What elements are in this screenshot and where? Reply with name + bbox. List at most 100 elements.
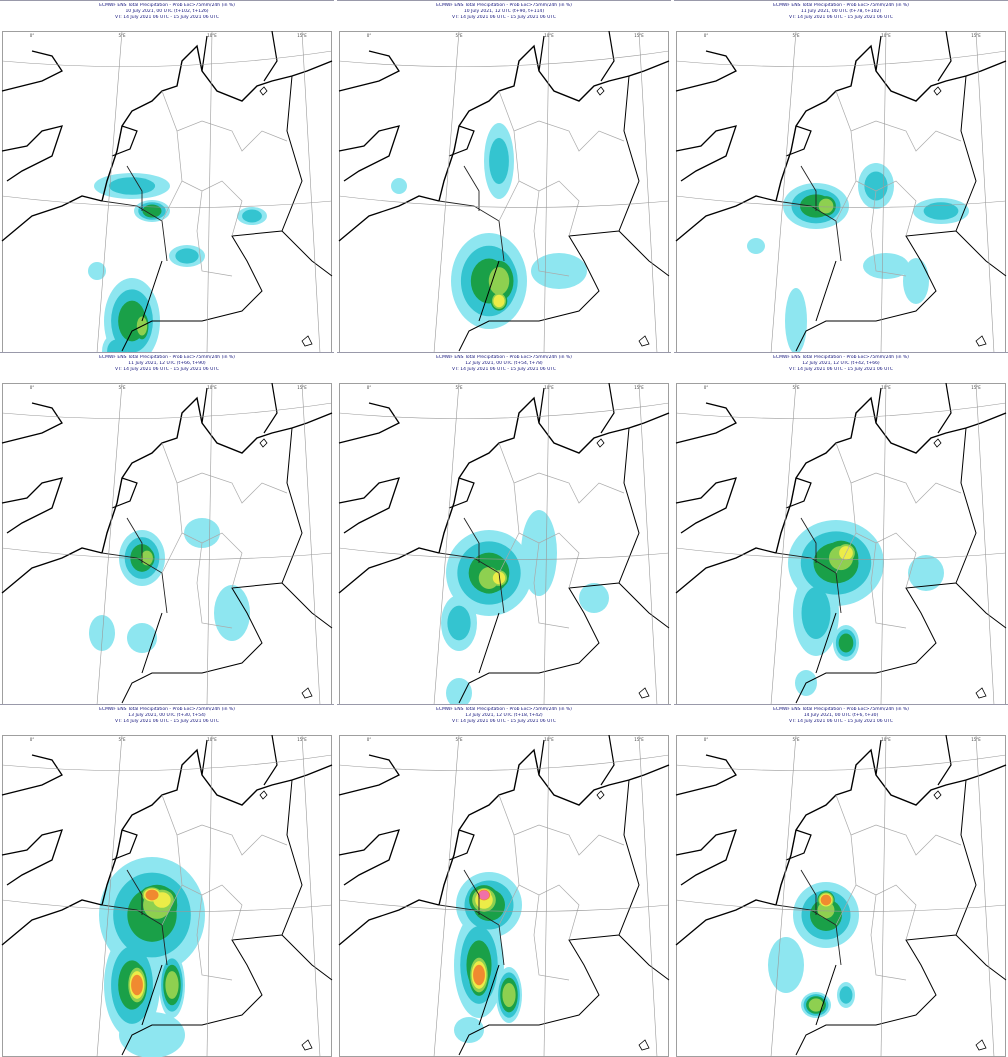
lon-label: 15°E (971, 737, 981, 742)
panel-header: ECMWF ENS Total Precipitation - Prob Exc… (0, 705, 334, 735)
panel-title: ECMWF ENS Total Precipitation - Prob Exc… (773, 3, 909, 8)
precip-probability (441, 510, 609, 705)
precip-contour (747, 238, 765, 254)
lon-label: 5°E (455, 33, 463, 38)
lon-label: 10°E (544, 737, 554, 742)
precip-contour (141, 550, 153, 566)
lon-label: 0° (367, 385, 372, 390)
precip-probability (391, 123, 587, 329)
panel-base: 13 July 2021, 12 UTC (t+18, t+42) (465, 713, 543, 718)
map: 0° 5°E 10°E 15°E (338, 735, 670, 1057)
panel-header: ECMWF ENS Total Precipitation - Prob Exc… (674, 705, 1008, 735)
panel-title: ECMWF ENS Total Precipitation - Prob Exc… (773, 355, 909, 360)
precip-contour (473, 964, 485, 986)
map-panel: ECMWF ENS Total Precipitation - Prob Exc… (674, 0, 1008, 353)
precip-contour (521, 510, 557, 596)
precip-contour (488, 267, 510, 295)
lon-label: 0° (30, 737, 35, 742)
map-panel: ECMWF ENS Total Precipitation - Prob Exc… (0, 0, 334, 353)
precip-contour (908, 555, 944, 591)
map-panel: ECMWF ENS Total Precipitation - Prob Exc… (674, 352, 1008, 705)
precip-contour (127, 623, 157, 653)
precip-contour (493, 294, 505, 308)
precip-contour (175, 248, 199, 264)
precip-contour (391, 178, 407, 194)
precip-contour (145, 889, 159, 901)
precip-contour (839, 986, 853, 1004)
lon-label: 0° (704, 385, 709, 390)
lon-label: 10°E (881, 385, 891, 390)
panel-header: ECMWF ENS Total Precipitation - Prob Exc… (0, 353, 334, 383)
map: 0° 5°E 10°E 15°E (675, 735, 1007, 1057)
lon-label: 0° (30, 385, 35, 390)
lon-label: 5°E (118, 33, 126, 38)
panel-header: ECMWF ENS Total Precipitation - Prob Exc… (337, 353, 671, 383)
panel-title: ECMWF ENS Total Precipitation - Prob Exc… (773, 707, 909, 712)
lon-label: 10°E (207, 385, 217, 390)
lon-label: 0° (30, 33, 35, 38)
lon-label: 5°E (455, 737, 463, 742)
lon-label: 5°E (792, 385, 800, 390)
precip-contour (502, 982, 516, 1008)
precip-probability (99, 857, 205, 1057)
panel-base: 12 July 2021, 12 UTC (t+42, t+66) (802, 361, 880, 366)
lon-label: 15°E (634, 33, 644, 38)
precip-probability (454, 872, 522, 1043)
panel-title: ECMWF ENS Total Precipitation - Prob Exc… (99, 707, 235, 712)
precip-contour (446, 678, 472, 705)
precip-contour (864, 171, 888, 201)
precip-probability (88, 173, 267, 353)
panel-base: 13 July 2021, 00 UTC (t+30, t+54) (128, 713, 206, 718)
map-frame (2, 31, 332, 353)
panel-valid: VT: 14 July 2021 06 UTC - 15 July 2021 0… (451, 719, 557, 724)
precip-contour (768, 937, 804, 993)
precip-contour (478, 890, 490, 900)
precip-contour (89, 615, 115, 651)
precip-probability (768, 882, 859, 1018)
precip-contour (214, 585, 250, 641)
panel-valid: VT: 14 July 2021 06 UTC - 15 July 2021 0… (788, 367, 894, 372)
lon-label: 0° (367, 737, 372, 742)
lon-label: 0° (704, 33, 709, 38)
lon-label: 15°E (634, 385, 644, 390)
panel-base: 10 July 2021, 00 UTC (t+102, t+126) (125, 9, 209, 14)
panel-valid: VT: 14 July 2021 06 UTC - 15 July 2021 0… (788, 15, 894, 20)
panel-header: ECMWF ENS Total Precipitation - Prob Exc… (674, 353, 1008, 383)
lon-label: 10°E (207, 737, 217, 742)
precip-contour (108, 177, 156, 195)
lon-label: 0° (704, 737, 709, 742)
precip-contour (579, 583, 609, 613)
map-panel: ECMWF ENS Total Precipitation - Prob Exc… (0, 704, 334, 1057)
panel-valid: VT: 14 July 2021 06 UTC - 15 July 2021 0… (114, 719, 220, 724)
lon-label: 0° (367, 33, 372, 38)
lon-label: 10°E (881, 33, 891, 38)
lon-label: 10°E (544, 385, 554, 390)
map-panel: ECMWF ENS Total Precipitation - Prob Exc… (0, 352, 334, 705)
precip-contour (454, 1017, 484, 1043)
precip-contour (808, 998, 824, 1012)
lon-label: 10°E (207, 33, 217, 38)
precip-contour (242, 209, 262, 223)
precip-contour (903, 258, 929, 304)
panel-title: ECMWF ENS Total Precipitation - Prob Exc… (99, 355, 235, 360)
precip-contour (489, 137, 509, 185)
lon-label: 5°E (455, 385, 463, 390)
panel-base: 12 July 2021, 00 UTC (t+54, t+78) (465, 361, 543, 366)
panel-base: 10 July 2021, 12 UTC (t+90, t+114) (463, 9, 545, 14)
precip-contour (184, 518, 220, 548)
map: 0° 5°E 10°E 15°E (1, 31, 333, 353)
lon-label: 5°E (118, 737, 126, 742)
precip-contour (165, 971, 179, 999)
panel-header: ECMWF ENS Total Precipitation - Prob Exc… (337, 1, 671, 31)
map-panel: ECMWF ENS Total Precipitation - Prob Exc… (337, 0, 671, 353)
lon-label: 10°E (881, 737, 891, 742)
lon-label: 5°E (792, 737, 800, 742)
panel-valid: VT: 14 July 2021 06 UTC - 15 July 2021 0… (788, 719, 894, 724)
lon-label: 15°E (971, 33, 981, 38)
map: 0° 5°E 10°E 15°E (338, 31, 670, 353)
panel-valid: VT: 14 July 2021 06 UTC - 15 July 2021 0… (451, 367, 557, 372)
precip-contour (142, 204, 162, 218)
map-panel: ECMWF ENS Total Precipitation - Prob Exc… (337, 704, 671, 1057)
panel-header: ECMWF ENS Total Precipitation - Prob Exc… (337, 705, 671, 735)
